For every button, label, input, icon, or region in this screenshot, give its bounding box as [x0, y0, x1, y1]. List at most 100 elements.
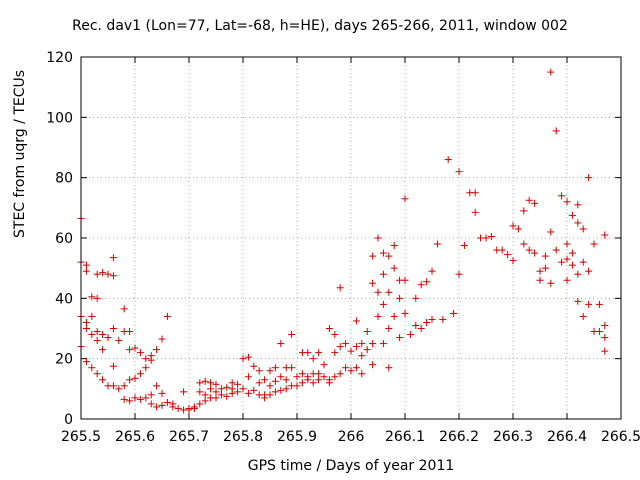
data-point	[509, 257, 517, 265]
data-point	[558, 258, 566, 266]
data-point	[552, 127, 560, 135]
data-point	[342, 364, 350, 372]
data-point	[358, 340, 366, 348]
data-point	[261, 394, 269, 402]
data-point	[579, 312, 587, 320]
x-tick-label: 266	[338, 429, 365, 445]
data-point	[163, 398, 171, 406]
data-point	[201, 391, 209, 399]
data-point	[358, 352, 366, 360]
data-point	[568, 249, 576, 257]
data-point	[352, 364, 360, 372]
data-point	[239, 385, 247, 393]
data-point	[450, 309, 458, 317]
data-point	[158, 335, 166, 343]
data-point	[196, 400, 204, 408]
data-point	[266, 382, 274, 390]
data-point	[552, 246, 560, 254]
data-point	[471, 208, 479, 216]
data-point	[271, 377, 279, 385]
data-point	[88, 293, 96, 301]
y-axis-label: STEC from uqrg / TECUs	[12, 69, 28, 238]
data-point	[142, 394, 150, 402]
data-point	[574, 219, 582, 227]
x-tick-label: 265.8	[223, 429, 263, 445]
data-point	[82, 267, 90, 275]
data-point	[212, 380, 220, 388]
data-point	[131, 394, 139, 402]
data-point	[428, 267, 436, 275]
data-point	[547, 228, 555, 236]
data-point	[126, 397, 134, 405]
data-point	[347, 367, 355, 375]
data-point	[250, 386, 258, 394]
data-point	[412, 294, 420, 302]
axis-ticks: 0 20 40 60 80 100 120 265.5 265.6 265.7 265.8 265.9…	[46, 50, 640, 445]
data-point	[336, 370, 344, 378]
data-point	[541, 264, 549, 272]
data-point	[331, 349, 339, 357]
data-point	[336, 343, 344, 351]
data-point	[601, 347, 609, 355]
grid-lines	[81, 57, 621, 419]
data-point	[207, 379, 215, 387]
data-point	[541, 252, 549, 260]
data-point	[180, 388, 188, 396]
data-point	[109, 382, 117, 390]
data-point	[153, 403, 161, 411]
data-point	[374, 312, 382, 320]
plot-frame	[80, 56, 622, 420]
data-point	[401, 309, 409, 317]
data-point	[590, 240, 598, 248]
data-point	[266, 367, 274, 375]
data-point	[217, 391, 225, 399]
data-point	[304, 349, 312, 357]
y-tick-label: 20	[55, 352, 73, 368]
data-point	[520, 207, 528, 215]
data-point	[277, 386, 285, 394]
data-point	[298, 379, 306, 387]
data-point	[385, 252, 393, 260]
data-point	[336, 284, 344, 292]
data-point	[142, 355, 150, 363]
x-tick-label: 265.6	[115, 429, 155, 445]
y-tick-label: 40	[55, 291, 73, 307]
y-tick-label: 60	[55, 231, 73, 247]
data-point	[142, 364, 150, 372]
data-point	[504, 251, 512, 259]
data-point	[239, 355, 247, 363]
data-point	[190, 404, 198, 412]
data-point	[169, 403, 177, 411]
data-point	[261, 376, 269, 384]
data-point	[525, 246, 533, 254]
data-point	[99, 376, 107, 384]
data-point	[331, 373, 339, 381]
data-point	[487, 232, 495, 240]
data-point	[379, 249, 387, 257]
data-point	[374, 234, 382, 242]
data-point	[131, 344, 139, 352]
data-point	[158, 401, 166, 409]
data-point	[363, 346, 371, 354]
data-point	[342, 340, 350, 348]
data-point	[131, 374, 139, 382]
data-point	[93, 294, 101, 302]
data-point	[309, 355, 317, 363]
data-point	[309, 379, 317, 387]
data-point	[385, 288, 393, 296]
data-point	[223, 383, 231, 391]
data-point	[574, 297, 582, 305]
data-point	[563, 198, 571, 206]
data-point	[444, 156, 452, 164]
data-point	[347, 347, 355, 355]
data-point	[217, 385, 225, 393]
x-tick-label: 265.7	[169, 429, 209, 445]
data-point	[88, 331, 96, 339]
data-point	[147, 356, 155, 364]
data-point	[244, 389, 252, 397]
data-point	[547, 279, 555, 287]
data-point	[601, 231, 609, 239]
data-point	[185, 406, 193, 414]
data-point	[298, 370, 306, 378]
data-point	[120, 382, 128, 390]
